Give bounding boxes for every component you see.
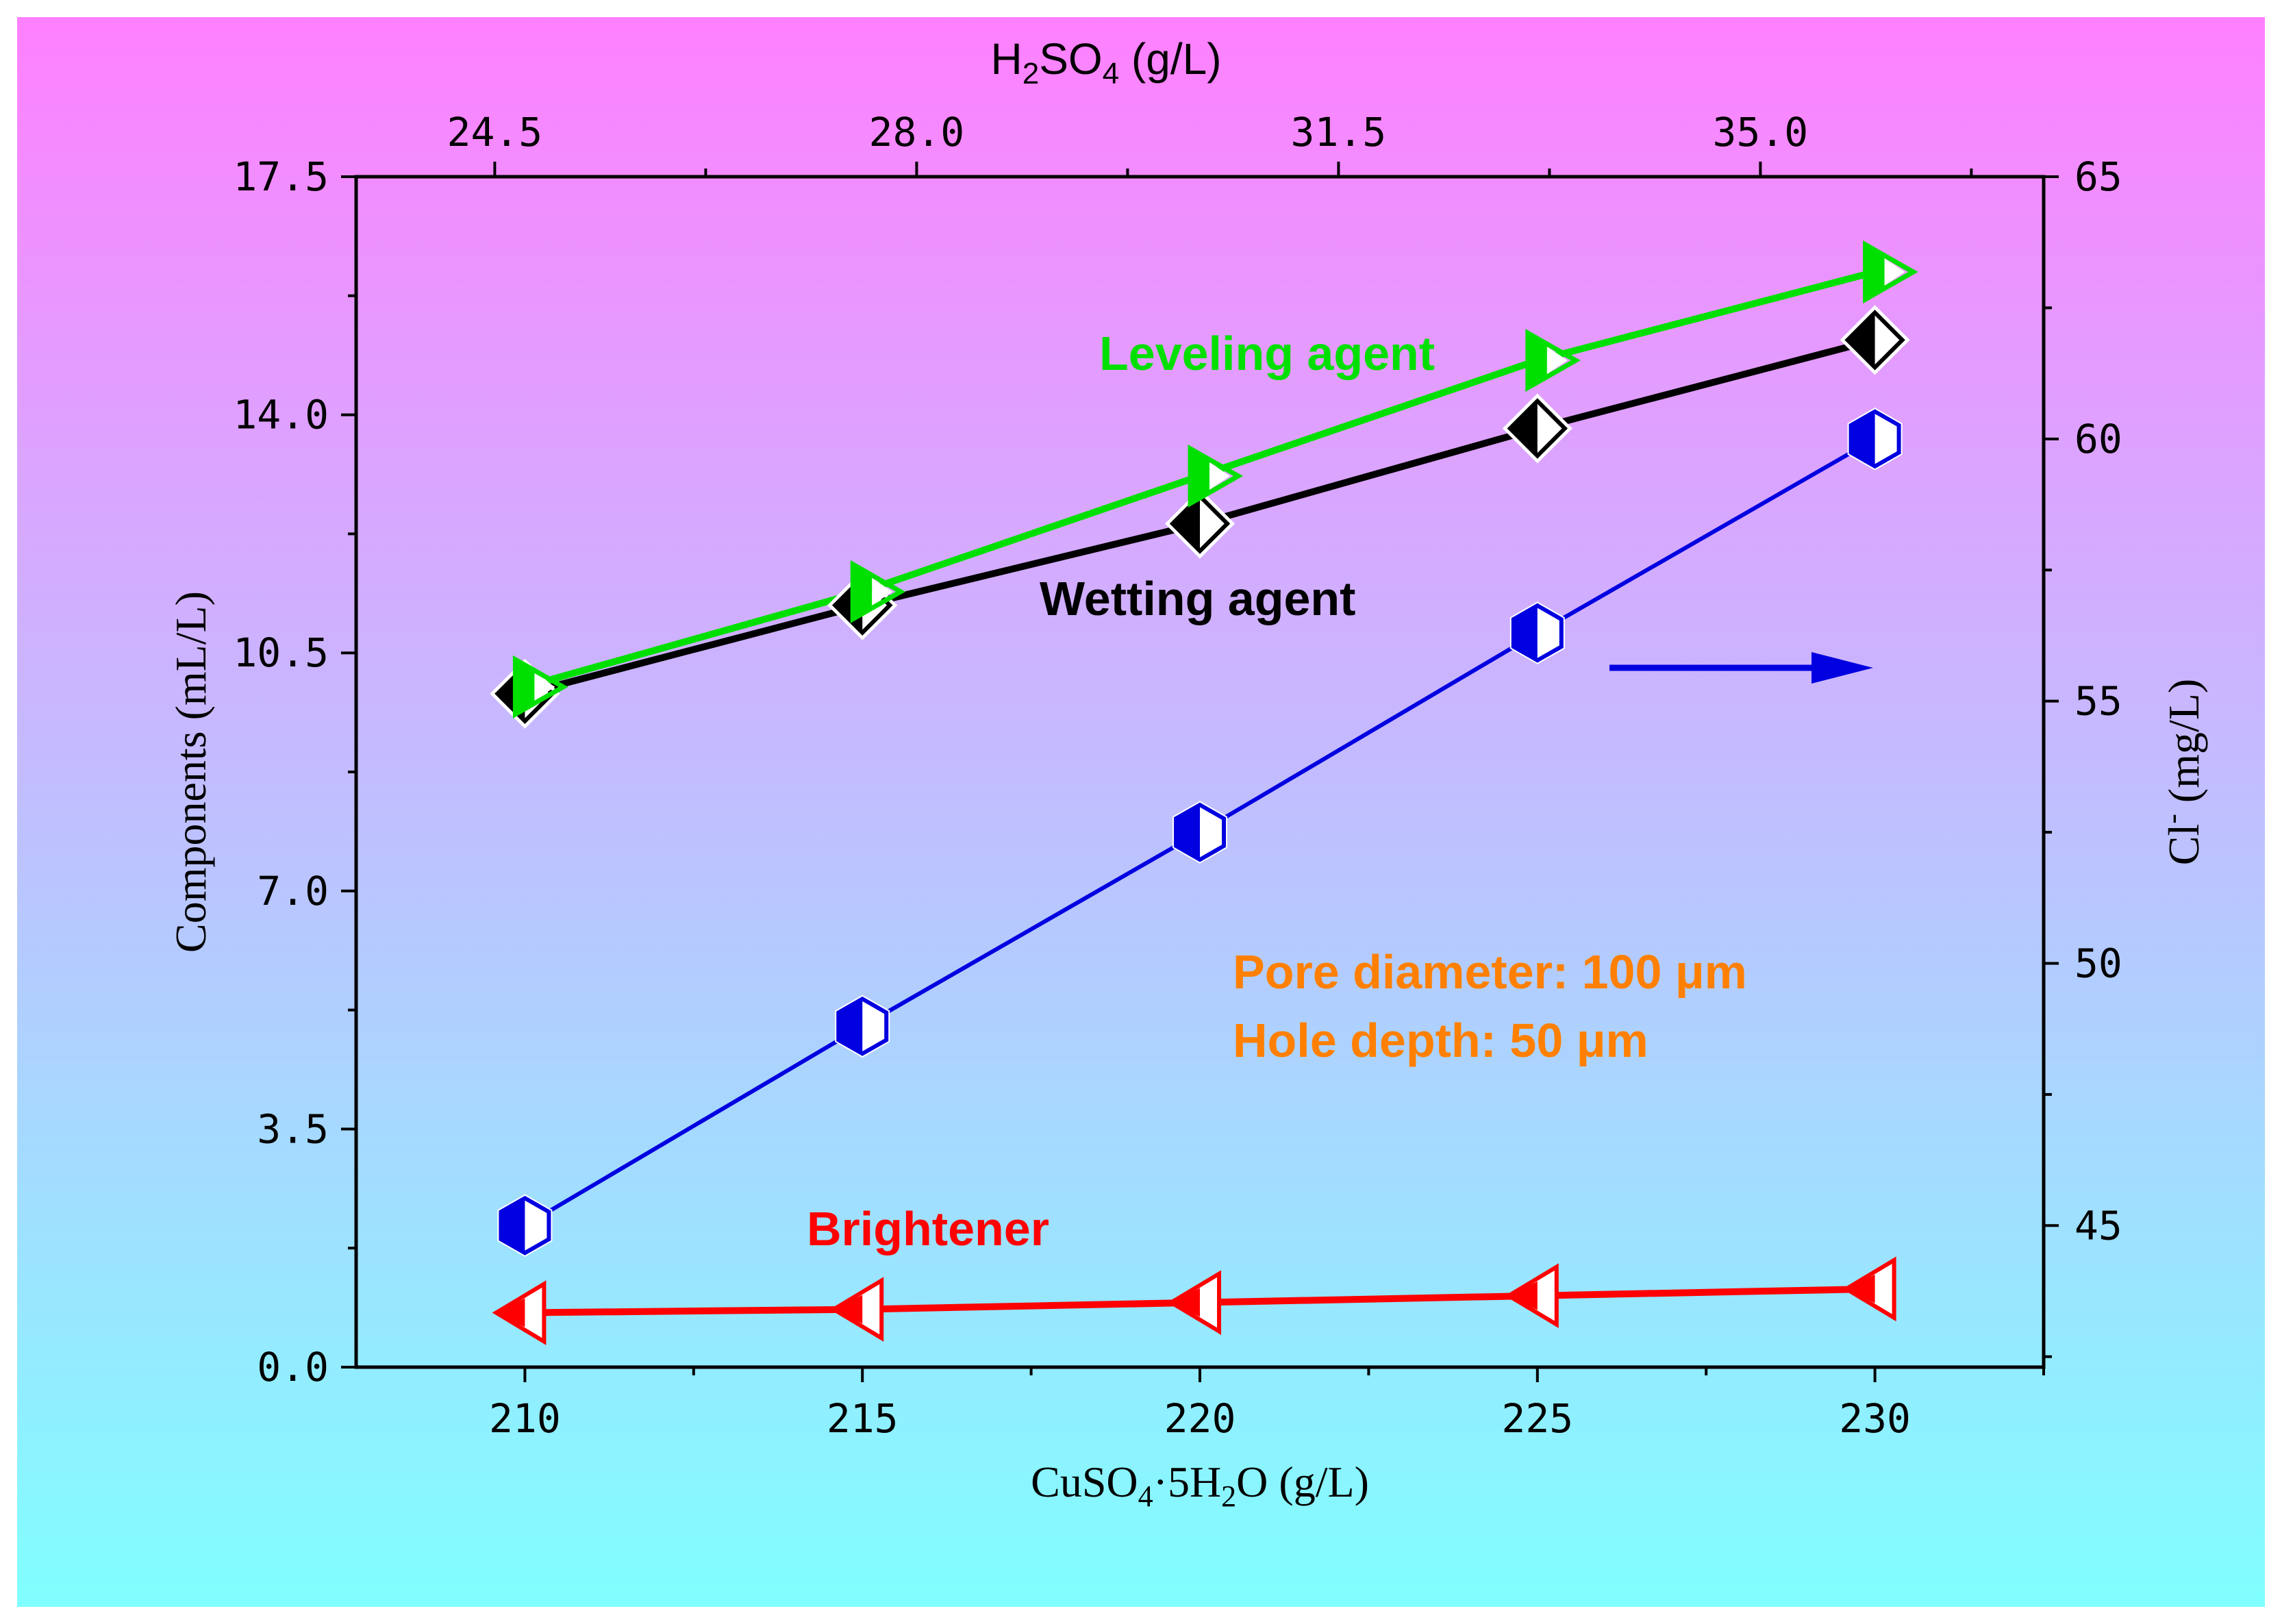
left-axis-title: Components (mL/L) [166, 591, 215, 953]
chloride-point [1509, 601, 1565, 664]
top-tick-label: 31.5 [1291, 109, 1387, 155]
top-axis-title: H2SO4 (g/L) [990, 34, 1221, 90]
tick-labels: 210 215 220 225 230 24.5 28.0 31.5 35.0 0.0 3.5 7.0… [233, 109, 2122, 1442]
chloride-marker-half [1176, 805, 1200, 860]
bottom-tick-label: 210 [489, 1395, 561, 1442]
brightener-marker [1504, 1263, 1559, 1329]
leveling-agent-marker-white [1884, 258, 1905, 286]
leveling-agent-point [850, 560, 906, 623]
brightener-marker [829, 1277, 884, 1342]
brightener-marker [1842, 1256, 1896, 1322]
top-tick-label: 28.0 [869, 109, 965, 155]
left-tick-label: 3.5 [257, 1105, 329, 1152]
chloride-marker [1511, 603, 1564, 663]
series-markers [490, 240, 1918, 1345]
wetting-agent-marker-half [1847, 312, 1875, 368]
chloride-point [497, 1194, 553, 1258]
brightener-label: Brightener [807, 1202, 1049, 1256]
chloride-marker-half [501, 1198, 525, 1253]
left-tick-label: 14.0 [233, 392, 329, 438]
bottom-tick-label: 230 [1839, 1395, 1911, 1442]
brightener-point [1167, 1270, 1221, 1335]
chloride-marker [1174, 802, 1226, 862]
chloride-marker [1848, 409, 1901, 469]
wetting-agent-label: Wetting agent [1040, 572, 1355, 625]
leveling-agent-marker-half [515, 659, 535, 714]
brightener-marker-half [833, 1295, 863, 1324]
right-tick-label: 50 [2074, 940, 2122, 986]
brightener-point [1842, 1256, 1896, 1322]
chloride-point [1173, 801, 1227, 864]
right-tick-label: 65 [2074, 153, 2122, 200]
brightener-marker [1167, 1270, 1221, 1335]
wetting-agent-point [1502, 393, 1572, 464]
wetting-agent-marker [1507, 398, 1568, 459]
brightener-marker [492, 1280, 547, 1345]
leveling-agent-label: Leveling agent [1099, 327, 1435, 380]
brightener-marker-half [1508, 1281, 1538, 1310]
leveling-agent-point [1188, 444, 1244, 508]
pore-diameter-label: Pore diameter: 100 μm [1233, 945, 1747, 999]
hole-depth-label: Hole depth: 50 μm [1233, 1014, 1648, 1067]
chloride-marker-half [838, 999, 863, 1054]
brightener-point [1504, 1263, 1559, 1329]
wetting-agent-marker [1844, 310, 1905, 371]
left-tick-label: 10.5 [233, 629, 329, 676]
bottom-tick-label: 215 [827, 1395, 899, 1442]
right-tick-label: 60 [2074, 416, 2122, 462]
axis-ticks [341, 162, 2059, 1382]
top-tick-label: 24.5 [447, 109, 543, 155]
leveling-agent-marker-half [853, 564, 873, 619]
chloride-marker-half [1851, 411, 1875, 466]
right-axis-arrow [1609, 652, 1873, 684]
bottom-axis-title: CuSO4·5H2O (g/L) [1031, 1458, 1369, 1513]
right-tick-label: 55 [2074, 678, 2122, 725]
left-tick-label: 7.0 [257, 868, 329, 914]
left-tick-label: 0.0 [257, 1344, 329, 1390]
wetting-agent-marker-half [1509, 401, 1538, 456]
chloride-marker [836, 996, 889, 1056]
chart-background [17, 17, 2265, 1607]
chloride-marker-half [1513, 605, 1538, 661]
wetting-agent-marker [1169, 493, 1231, 554]
leveling-agent-point [1863, 240, 1918, 304]
leveling-agent-marker-white [1546, 347, 1568, 375]
leveling-agent-marker-half [1865, 245, 1885, 300]
leveling-agent-marker-white [1209, 462, 1230, 490]
wetting-agent-point [1164, 488, 1236, 559]
bottom-tick-label: 225 [1501, 1395, 1573, 1442]
wetting-agent-point [1840, 305, 1910, 375]
brightener-marker-half [1171, 1288, 1200, 1317]
leveling-agent-marker-white [872, 577, 893, 605]
brightener-point [829, 1277, 884, 1342]
leveling-agent-marker-half [1527, 333, 1547, 388]
left-tick-label: 17.5 [233, 153, 329, 200]
chloride-point [835, 995, 890, 1058]
leveling-agent-marker-white [534, 673, 555, 701]
chloride-marker [499, 1195, 551, 1256]
leveling-agent-marker-half [1190, 448, 1209, 503]
top-tick-label: 35.0 [1713, 109, 1809, 155]
brightener-point [492, 1280, 547, 1345]
wetting-agent-marker-half [1173, 496, 1200, 551]
bottom-tick-label: 220 [1164, 1395, 1236, 1442]
brightener-marker-half [1846, 1274, 1875, 1303]
leveling-agent-point [512, 655, 568, 719]
right-axis-title: Cl- (mg/L) [2155, 679, 2208, 865]
chloride-point [1847, 408, 1903, 471]
right-tick-label: 45 [2074, 1202, 2122, 1249]
brightener-marker-half [496, 1298, 525, 1327]
leveling-agent-point [1525, 329, 1581, 392]
